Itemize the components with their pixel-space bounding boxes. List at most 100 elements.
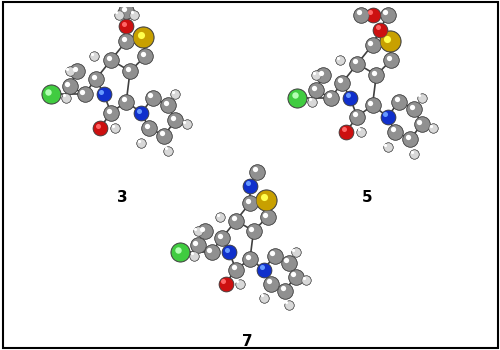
Point xyxy=(107,110,115,116)
Point xyxy=(317,70,325,76)
Point xyxy=(142,123,150,128)
Point xyxy=(200,228,208,234)
Point xyxy=(320,72,328,78)
Point xyxy=(130,12,138,18)
Point xyxy=(64,66,72,72)
Point xyxy=(200,228,208,234)
Point xyxy=(340,127,348,132)
Point xyxy=(418,121,426,127)
Point xyxy=(386,38,394,44)
Point xyxy=(392,97,400,102)
Text: 7: 7 xyxy=(242,334,253,349)
Point xyxy=(190,253,198,258)
Point xyxy=(292,274,300,279)
Point xyxy=(250,228,258,234)
Point xyxy=(188,251,196,256)
Point xyxy=(92,76,100,82)
Point xyxy=(140,34,147,40)
Point xyxy=(308,99,316,104)
Point xyxy=(122,8,130,14)
Point xyxy=(346,95,354,100)
Point xyxy=(366,40,374,46)
Point xyxy=(146,93,154,98)
Point xyxy=(162,146,170,151)
Point xyxy=(208,249,216,255)
Point xyxy=(230,265,238,270)
Point xyxy=(194,228,202,234)
Point xyxy=(246,200,254,206)
Point xyxy=(383,36,391,42)
Point xyxy=(120,21,128,27)
Point xyxy=(251,167,259,172)
Point xyxy=(260,195,268,200)
Point xyxy=(120,6,128,11)
Point xyxy=(389,127,397,132)
Point xyxy=(190,253,198,258)
Point xyxy=(354,61,362,66)
Point xyxy=(90,74,98,79)
Point xyxy=(267,281,275,286)
Point xyxy=(368,103,376,108)
Point xyxy=(120,97,128,102)
Point xyxy=(357,12,365,18)
Point xyxy=(382,112,390,117)
Point xyxy=(148,95,156,100)
Point xyxy=(46,91,54,97)
Point xyxy=(64,81,72,87)
Point xyxy=(236,281,244,286)
Point xyxy=(410,152,418,157)
Point xyxy=(293,95,301,100)
Point xyxy=(300,275,308,281)
Text: 5: 5 xyxy=(362,190,373,205)
Point xyxy=(122,38,130,44)
Point xyxy=(264,214,272,220)
Point xyxy=(124,66,132,72)
Point xyxy=(282,300,290,305)
Point xyxy=(88,51,96,57)
Point xyxy=(122,38,130,44)
Point xyxy=(334,55,342,61)
Point xyxy=(135,138,143,144)
Point xyxy=(222,281,230,286)
Point xyxy=(310,70,318,76)
Point xyxy=(66,69,74,74)
Point xyxy=(92,76,100,82)
Point xyxy=(96,125,104,131)
Point xyxy=(232,267,240,272)
Point xyxy=(244,254,252,260)
Point xyxy=(384,144,392,150)
Point xyxy=(310,85,318,91)
Point xyxy=(253,169,261,174)
Point xyxy=(327,95,335,100)
Point xyxy=(164,103,172,108)
Point xyxy=(176,249,184,255)
Point xyxy=(218,235,226,241)
Point xyxy=(141,53,149,59)
Point xyxy=(60,93,68,98)
Point xyxy=(138,140,145,146)
Point xyxy=(246,183,254,188)
Point xyxy=(368,103,376,108)
Point xyxy=(370,70,378,76)
Point xyxy=(172,118,179,123)
Point xyxy=(284,302,292,307)
Point xyxy=(246,256,254,262)
Point xyxy=(290,93,298,98)
Point xyxy=(234,279,241,284)
Point xyxy=(262,197,270,202)
Point xyxy=(385,55,393,61)
Point xyxy=(111,125,119,131)
Point xyxy=(292,274,300,279)
Point xyxy=(260,267,268,272)
Point xyxy=(426,123,434,128)
Point xyxy=(260,295,268,300)
Point xyxy=(368,42,376,48)
Point xyxy=(418,95,426,100)
Point xyxy=(248,226,256,232)
Point xyxy=(66,84,74,89)
Point xyxy=(265,279,273,284)
Point xyxy=(220,279,228,284)
Point xyxy=(246,256,254,262)
Point xyxy=(160,133,168,138)
Point xyxy=(169,89,177,95)
